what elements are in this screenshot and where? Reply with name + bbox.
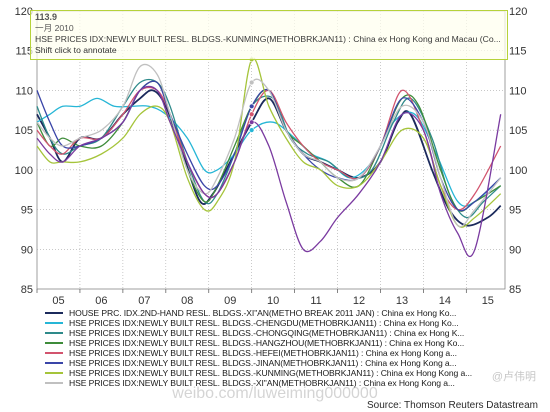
legend-swatch [45,322,63,324]
y-tick-label: 100 [15,165,33,177]
x-tick-label: 08 [181,295,193,307]
legend-label: HSE PRICES IDX:NEWLY BUILT RESL. BLDGS.-… [69,358,457,368]
tooltip-point [248,111,255,117]
x-tick-label: 14 [439,295,451,307]
legend-label: HSE PRICES IDX:NEWLY BUILT RESL. BLDGS.-… [69,348,457,358]
legend-item: HSE PRICES IDX:NEWLY BUILT RESL. BLDGS.-… [45,338,505,348]
y-tick-label: 95 [21,205,33,217]
y-tick-label: 110 [509,85,527,97]
x-tick-label: 11 [310,295,321,307]
tooltip-value: 113.9 [35,12,58,22]
y-tick-label: 110 [15,85,33,97]
x-tick-label: 12 [353,295,365,307]
y-tick-label: 85 [509,284,521,296]
legend-swatch [45,332,63,334]
tooltip-series: HSE PRICES IDX:NEWLY BUILT RESL. BLDGS.-… [35,34,501,44]
legend-swatch [45,352,63,354]
legend: HOUSE PRC. IDX.2ND-HAND RESL. BLDGS.-XI"… [45,308,505,388]
y-tick-label: 115 [509,46,527,58]
y-tick-label: 120 [509,6,527,18]
legend-item: HSE PRICES IDX:NEWLY BUILT RESL. BLDGS.-… [45,358,505,368]
tooltip-date: 一月 2010 [35,23,74,33]
y-tick-label: 95 [509,205,521,217]
legend-label: HOUSE PRC. IDX.2ND-HAND RESL. BLDGS.-XI"… [69,308,457,318]
legend-item: HOUSE PRC. IDX.2ND-HAND RESL. BLDGS.-XI"… [45,308,505,318]
y-axis-left: 85 90 95 100 105 110 115 120 [15,6,33,296]
y-tick-label: 100 [509,165,527,177]
legend-swatch [45,342,63,344]
x-tick-label: 10 [267,295,279,307]
tooltip-point [248,79,255,86]
legend-swatch [45,382,63,384]
y-tick-label: 115 [15,46,33,58]
x-tick-label: 09 [224,295,236,307]
y-tick-label: 105 [509,125,527,137]
x-tick-label: 06 [95,295,107,307]
legend-swatch [45,312,63,314]
legend-item: HSE PRICES IDX:NEWLY BUILT RESL. BLDGS.-… [45,318,505,328]
tooltip-point [248,103,255,110]
legend-item: HSE PRICES IDX:NEWLY BUILT RESL. BLDGS.-… [45,378,505,388]
y-tick-label: 90 [509,244,521,256]
tooltip-hint: Shift click to annotate [35,45,117,55]
legend-label: HSE PRICES IDX:NEWLY BUILT RESL. BLDGS.-… [69,338,465,348]
x-axis: 05 06 07 08 09 10 11 12 13 14 15 [36,289,494,307]
legend-label: HSE PRICES IDX:NEWLY BUILT RESL. BLDGS.-… [69,318,459,328]
tooltip-point [248,127,255,133]
y-tick-label: 90 [21,244,33,256]
x-tick-label: 15 [482,295,494,307]
y-tick-label: 85 [21,284,33,296]
legend-label: HSE PRICES IDX:NEWLY BUILT RESL. BLDGS.-… [69,378,455,388]
legend-item: HSE PRICES IDX:NEWLY BUILT RESL. BLDGS.-… [45,328,505,338]
series-line-9 [36,85,502,258]
data-tooltip: 113.9 一月 2010 HSE PRICES IDX:NEWLY BUILT… [30,10,508,60]
y-axis-right: 85 90 95 100 105 110 115 120 [509,6,527,296]
legend-label: HSE PRICES IDX:NEWLY BUILT RESL. BLDGS.-… [69,328,465,338]
watermark: weibo.com/luweiming000000 [172,385,378,402]
series-line-2 [36,97,502,207]
y-tick-label: 120 [15,6,33,18]
legend-item: HSE PRICES IDX:NEWLY BUILT RESL. BLDGS.-… [45,348,505,358]
source-note: Source: Thomson Reuters Datastream [366,400,538,411]
watermark-handle: @卢伟明 [491,371,536,383]
legend-label: HSE PRICES IDX:NEWLY BUILT RESL. BLDGS.-… [69,368,473,378]
legend-swatch [45,362,63,364]
legend-item: HSE PRICES IDX:NEWLY BUILT RESL. BLDGS.-… [45,368,505,378]
x-tick-label: 13 [396,295,408,307]
y-tick-label: 105 [15,125,33,137]
legend-swatch [45,372,63,374]
tooltip-point [248,119,255,125]
x-tick-label: 07 [138,295,150,307]
x-tick-label: 05 [52,295,64,307]
